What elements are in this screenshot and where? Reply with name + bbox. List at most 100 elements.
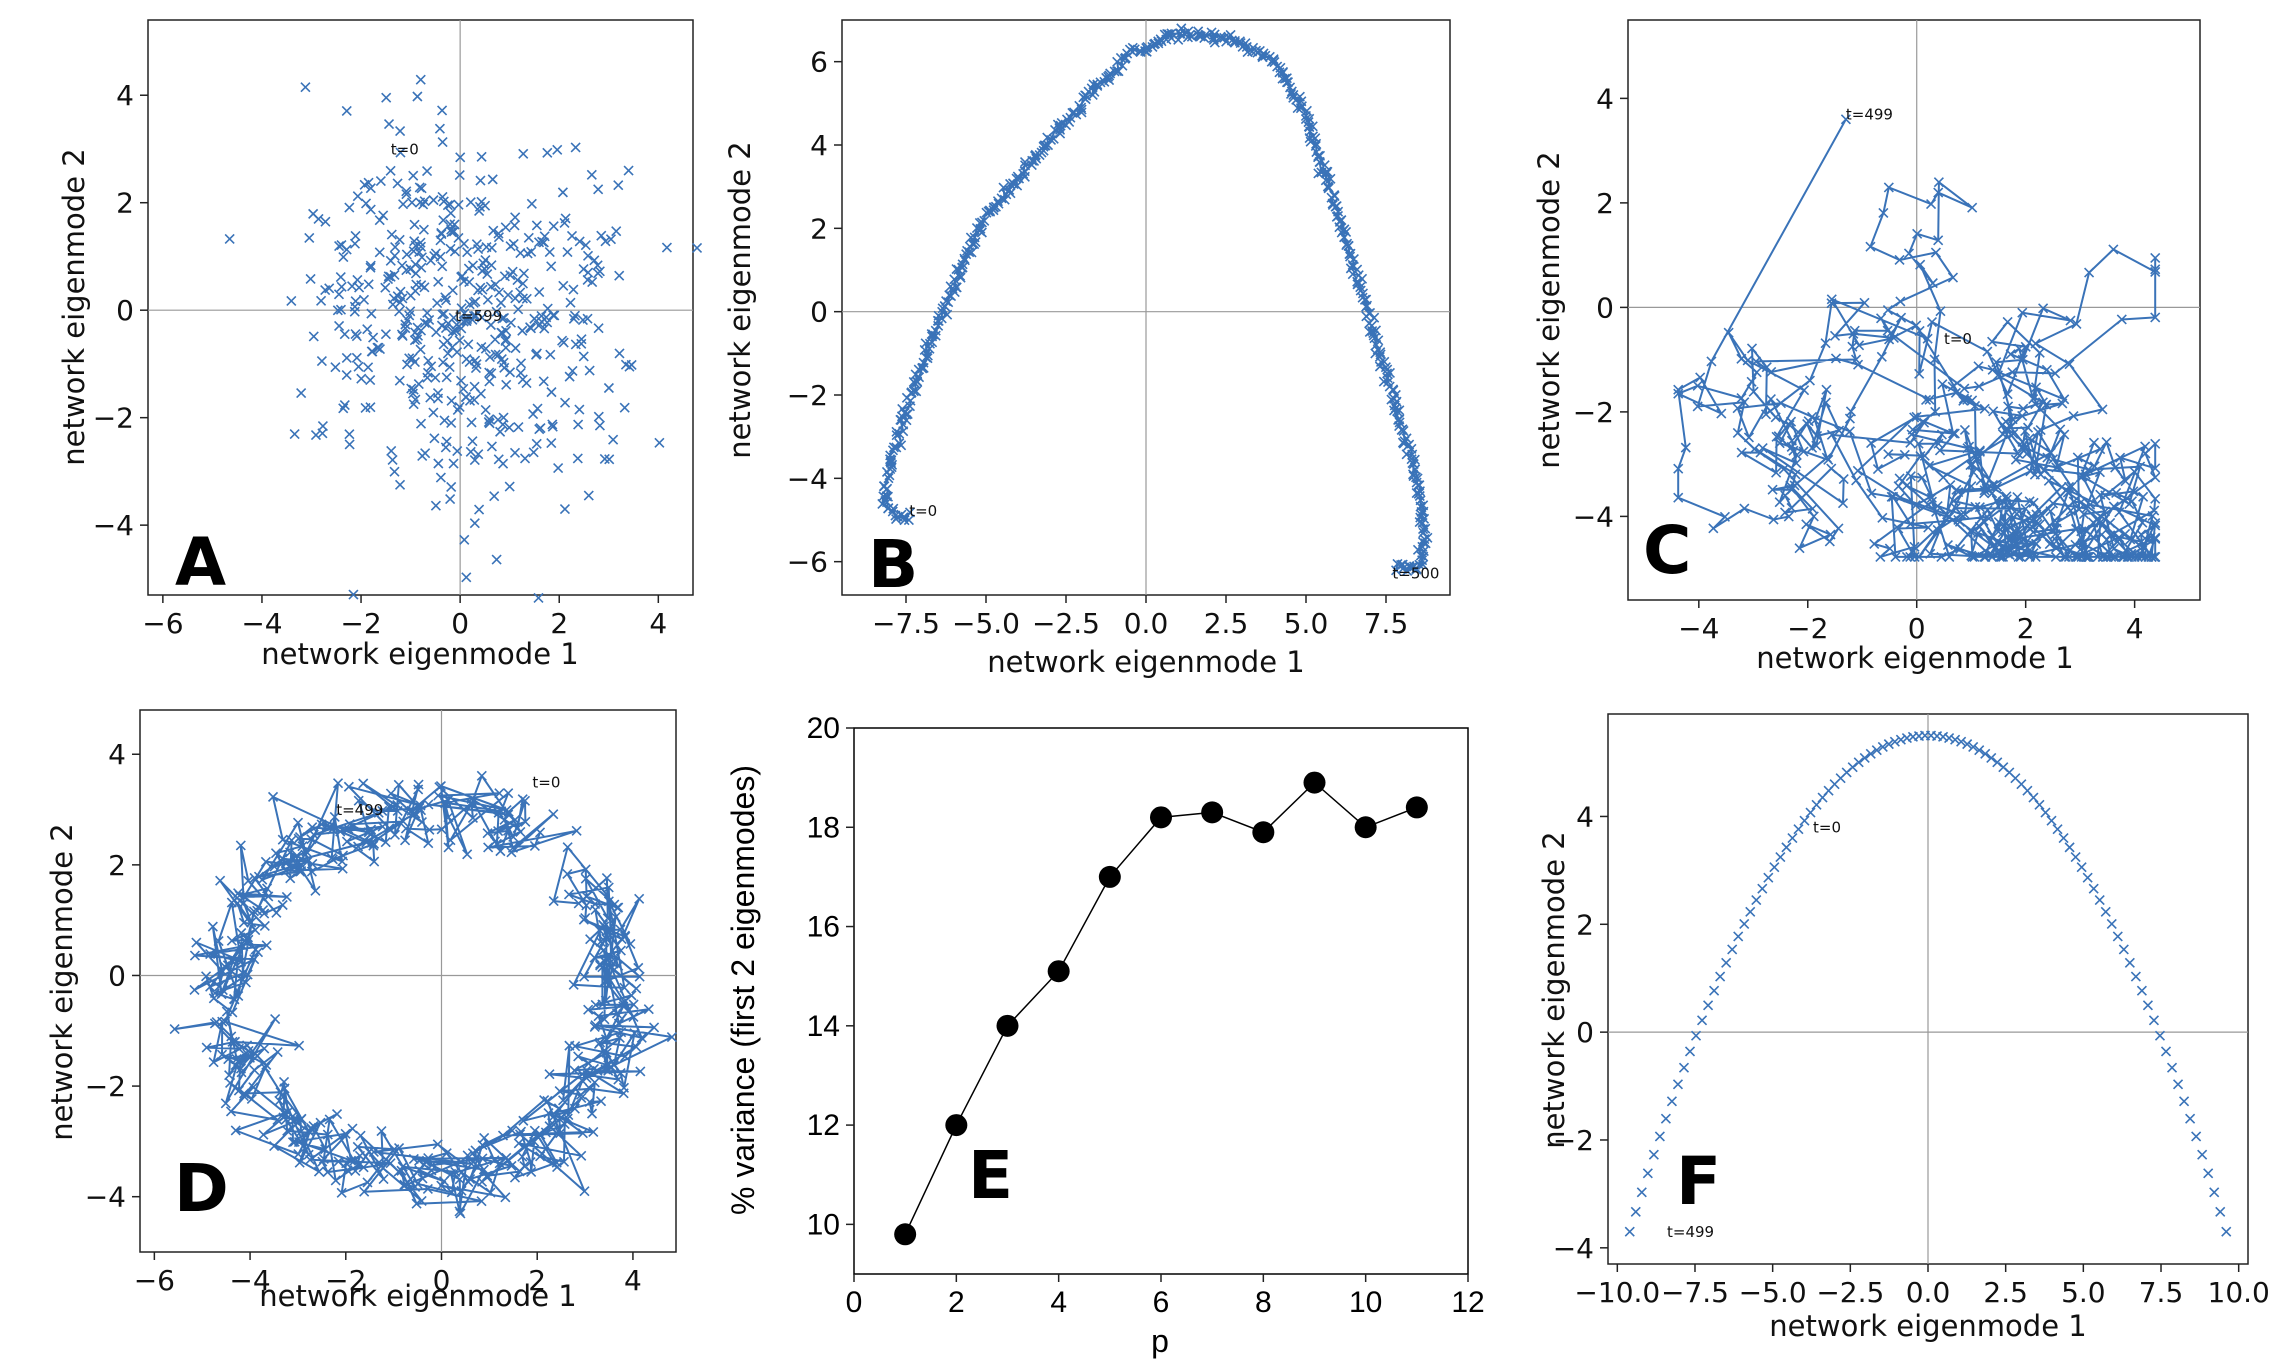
x-marker	[1931, 506, 1942, 517]
x-marker	[998, 182, 1009, 193]
y-ticks: −4 −2 0 2 4	[1573, 82, 1628, 533]
x-marker	[336, 281, 347, 292]
x-marker	[517, 325, 528, 336]
x-marker	[2011, 540, 2022, 551]
x-tick-label: −2	[340, 607, 381, 640]
y-tick-label: −2	[787, 379, 828, 412]
plot-area: t=0 t=499 −10.0 −7.5 −5.0 −2.5 0.0 2.5 5.0 7.5 10…	[1553, 713, 2270, 1309]
x-marker	[580, 873, 591, 884]
x-marker	[462, 247, 473, 258]
x-marker	[1786, 441, 1797, 452]
x-marker	[593, 184, 604, 195]
x-marker	[2106, 918, 2117, 929]
x-marker	[419, 196, 430, 207]
x-marker	[1834, 425, 1845, 436]
x-marker	[430, 372, 441, 383]
x-marker	[1837, 498, 1849, 509]
x-marker	[414, 182, 425, 193]
x-marker	[2050, 368, 2061, 379]
x-marker	[502, 289, 514, 300]
x-marker	[552, 144, 563, 155]
x-marker	[350, 329, 361, 340]
x-marker	[415, 800, 426, 811]
x-marker	[285, 873, 296, 884]
x-marker	[888, 442, 899, 453]
x-marker	[2010, 454, 2021, 465]
x-marker	[459, 308, 470, 319]
x-marker	[423, 1153, 434, 1164]
x-marker	[603, 896, 614, 907]
x-marker	[594, 266, 605, 277]
x-marker	[1089, 86, 1100, 97]
x-marker	[2002, 548, 2014, 559]
x-marker	[2150, 493, 2161, 504]
x-marker	[562, 247, 573, 258]
x-marker	[415, 344, 426, 355]
x-marker	[408, 246, 419, 257]
x-marker	[1820, 338, 1831, 349]
x-marker	[534, 827, 546, 838]
x-marker	[305, 273, 316, 284]
x-marker	[582, 1070, 593, 1081]
x-marker	[405, 263, 416, 275]
x-tick-label: −4	[229, 1264, 270, 1297]
x-marker	[1706, 356, 1717, 367]
y-tick-label: −2	[1573, 396, 1614, 429]
x-marker	[1915, 450, 1926, 462]
x-marker	[506, 1160, 517, 1171]
x-marker	[378, 1173, 389, 1185]
x-marker	[631, 983, 642, 994]
x-marker	[382, 273, 394, 285]
x-marker	[1917, 472, 1928, 483]
y-tick-label: 2	[1576, 908, 1594, 941]
x-marker	[2070, 852, 2081, 863]
x-marker	[235, 1063, 247, 1074]
x-marker	[437, 309, 448, 320]
x-marker	[454, 401, 465, 413]
x-marker	[576, 1092, 587, 1103]
x-marker	[582, 313, 593, 324]
x-marker	[519, 453, 531, 464]
x-marker	[2028, 792, 2039, 803]
x-marker	[616, 934, 627, 945]
x-marker	[2065, 315, 2076, 326]
x-marker	[387, 454, 398, 465]
x-marker	[1991, 495, 2002, 506]
x-marker	[451, 326, 462, 337]
x-marker	[1200, 29, 1211, 40]
x-marker	[201, 1042, 212, 1053]
x-marker	[1767, 484, 1778, 495]
y-tick-label: 18	[807, 811, 840, 844]
x-marker	[537, 236, 548, 247]
x-marker	[2140, 441, 2151, 452]
x-marker	[441, 1148, 452, 1159]
x-marker	[554, 1086, 565, 1097]
x-marker	[495, 846, 506, 857]
x-tick-label: −6	[134, 1264, 175, 1297]
x-marker	[1716, 408, 1727, 419]
x-marker	[604, 454, 615, 465]
x-marker	[1092, 79, 1103, 90]
x-marker	[1076, 104, 1087, 115]
x-marker	[1937, 379, 1948, 390]
x-marker	[424, 824, 435, 835]
x-marker	[393, 779, 404, 790]
x-marker	[1773, 431, 1784, 442]
y-tick-label: 2	[810, 212, 828, 245]
x-marker	[373, 1157, 384, 1168]
x-marker	[1938, 472, 1949, 483]
x-marker	[2025, 550, 2036, 561]
x-marker	[1407, 562, 1418, 573]
x-marker	[333, 1156, 344, 1167]
x-marker	[1883, 182, 1894, 193]
x-marker	[297, 841, 308, 852]
x-marker	[359, 1186, 370, 1197]
x-marker	[603, 382, 614, 394]
x-marker	[2051, 542, 2062, 553]
x-marker	[341, 352, 352, 364]
x-marker	[1739, 397, 1750, 408]
x-marker	[2108, 543, 2119, 554]
x-marker	[1352, 276, 1363, 287]
x-ticks: −6 −4 −2 0 2 4	[142, 595, 667, 640]
x-axis-label: network eigenmode 1	[1756, 641, 2073, 675]
